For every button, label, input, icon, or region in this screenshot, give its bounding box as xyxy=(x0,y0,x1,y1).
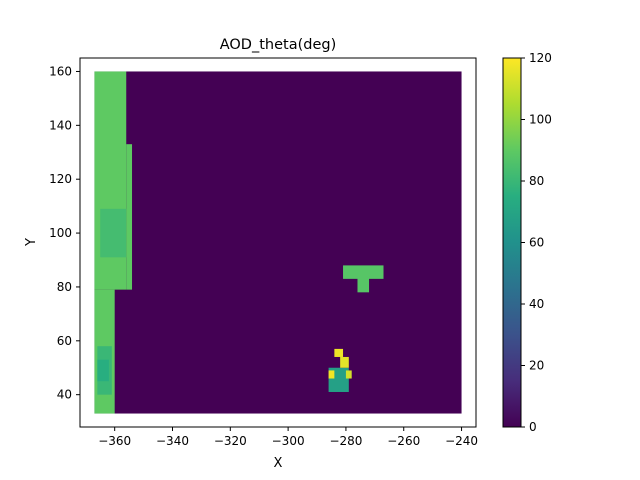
x-tick-label: −340 xyxy=(156,434,189,448)
colorbar-tick-label: 20 xyxy=(529,359,544,373)
y-tick-label: 60 xyxy=(57,334,72,348)
heatmap-region-9 xyxy=(334,348,344,357)
colorbar-axis: 0 20 40 60 80 100 120 xyxy=(521,51,552,434)
heatmap-region-6 xyxy=(343,265,384,279)
colorbar-tick-label: 40 xyxy=(529,297,544,311)
heatmap-region-1 xyxy=(126,144,133,290)
heatmap-region-11 xyxy=(328,370,335,379)
x-tick-label: −300 xyxy=(272,434,305,448)
heatmap-region-10 xyxy=(340,356,349,368)
x-tick-label: −240 xyxy=(445,434,478,448)
x-axis-label: X xyxy=(274,456,283,471)
plot-area xyxy=(94,71,462,414)
y-tick-label: 160 xyxy=(49,64,72,78)
y-axis: 40 60 80 100 120 140 160 xyxy=(49,64,80,402)
colorbar xyxy=(502,57,522,428)
x-axis: −360 −340 −320 −300 −280 −260 −240 xyxy=(98,427,478,448)
plot-frame xyxy=(79,57,477,428)
x-tick-label: −360 xyxy=(98,434,131,448)
x-tick-label: −260 xyxy=(387,434,420,448)
x-tick-label: −280 xyxy=(329,434,362,448)
y-tick-label: 40 xyxy=(57,388,72,402)
heatmap-region-7 xyxy=(357,276,370,293)
heatmap-region-12 xyxy=(345,370,352,379)
colorbar-tick-label: 100 xyxy=(529,113,552,127)
y-tick-label: 80 xyxy=(57,280,72,294)
heatmap-region-5 xyxy=(97,359,109,382)
heatmap-background xyxy=(94,71,462,414)
colorbar-tick-label: 0 xyxy=(529,420,537,434)
x-tick-label: −320 xyxy=(214,434,247,448)
colorbar-tick-label: 60 xyxy=(529,236,544,250)
chart-title: AOD_theta(deg) xyxy=(220,37,337,53)
y-tick-label: 100 xyxy=(49,226,72,240)
y-tick-label: 140 xyxy=(49,118,72,132)
colorbar-tick-label: 120 xyxy=(529,51,552,65)
y-tick-label: 120 xyxy=(49,172,72,186)
y-axis-label: Y xyxy=(24,238,39,247)
heatmap-region-3 xyxy=(100,208,127,258)
colorbar-tick-label: 80 xyxy=(529,174,544,188)
